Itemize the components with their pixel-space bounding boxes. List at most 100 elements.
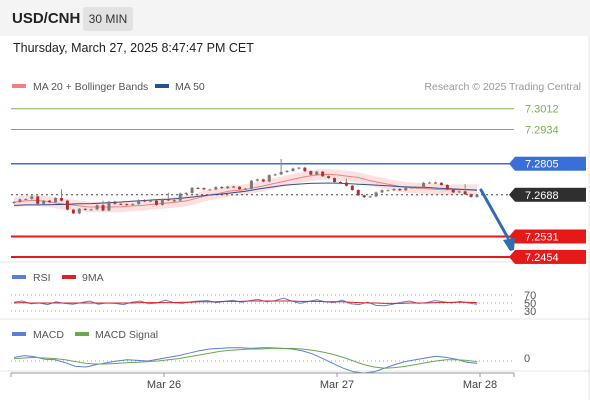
rsi-ma-legend-label: 9MA [82,272,104,284]
candle-body [255,179,259,181]
candle-body [475,194,479,197]
candle-body [24,199,28,201]
level-label-text: 7.2531 [525,231,559,243]
rsi-tick-label: 50 [524,298,536,310]
timestamp-label: Thursday, March 27, 2025 8:47:47 PM CET [13,41,254,55]
candle-body [469,194,473,197]
timeframe-button[interactable]: 30 MIN [83,7,133,31]
key-levels [11,108,514,258]
macd-legend-swatch [12,332,26,336]
candle-body [368,196,372,198]
candlestick-series [12,158,479,215]
level-labels: 7.3012 7.2934 7.2805 7.2688 7.2531 7.2454 [509,104,586,264]
x-axis-tick-label: Mar 28 [463,379,497,391]
candle-body [327,176,331,179]
macd-plot: 0 [11,347,530,374]
candle-body [77,208,81,214]
level-label-box [515,187,586,202]
candle-body [54,197,58,203]
macd-legend-label: MACD [33,329,64,341]
candle-body [160,199,164,205]
candle-body [350,185,354,191]
level-label-pointer [509,249,515,264]
arrow-head [503,238,515,251]
candle-body [279,171,283,175]
candle-body [416,187,420,189]
credit-text: Research © 2025 Trading Central [424,81,581,93]
level-label-text: 7.3012 [525,104,559,116]
candle-body [333,178,337,183]
candle-body [428,182,432,184]
macd-tick-label: 0 [524,353,530,365]
candle-body [374,192,378,197]
x-axis: Mar 26 Mar 27 Mar 28 [10,373,515,391]
candle-body [12,201,16,204]
header-bar: USD/CNH 30 MIN [0,0,590,36]
rsi-legend: RSI 9MA [12,272,104,284]
price-legend: MA 20 + Bollinger Bands MA 50 [12,81,205,93]
ma50-legend-label: MA 50 [175,81,205,93]
candle-body [344,182,348,186]
candle-body [249,180,253,189]
candle-body [48,200,52,203]
symbol-label: USD/CNH [12,10,81,27]
macd-line [13,347,478,374]
candle-body [261,179,265,182]
candle-body [267,175,271,182]
candle-body [297,167,301,169]
candle-body [154,200,158,205]
x-axis-tick-label: Mar 27 [320,379,354,391]
candle-body [220,187,224,189]
candle-body [89,209,93,211]
candle-body [226,186,230,189]
candle-body [439,182,443,185]
candle-body [244,188,247,190]
candle-body [119,203,123,205]
candle-body [285,170,289,172]
candle-body [273,174,277,176]
candle-body [184,192,188,194]
candle-body [238,186,242,190]
level-label-box [515,229,586,244]
candle-body [101,205,105,211]
candle-body [71,209,75,214]
arrow-shaft [479,188,510,240]
candle-body [451,189,455,193]
level-label-text: 7.2934 [525,124,559,136]
candle-body [410,187,414,189]
rsi-legend-swatch [12,275,26,279]
rsi-ma-line [13,300,478,304]
candle-body [149,200,153,202]
candle-body [196,187,200,189]
candle-body [422,182,426,188]
ma20-legend-label: MA 20 + Bollinger Bands [33,81,148,93]
level-label-text: 7.2454 [525,252,559,264]
candle-body [362,195,366,198]
ma20-legend-swatch [12,84,26,88]
candle-body [30,196,34,200]
macd-signal-legend-swatch [75,332,89,336]
candle-body [83,208,87,210]
candle-body [457,191,461,193]
level-label-pointer [509,156,515,171]
level-label-pointer [509,187,515,202]
candle-body [42,200,46,204]
macd-legend: MACD MACD Signal [12,329,158,341]
macd-signal-line [13,347,478,369]
rsi-ma-legend-swatch [62,275,76,279]
candle-body [36,196,40,204]
candle-body [386,190,390,192]
candle-body [463,191,467,195]
candle-body [309,171,313,175]
candle-body [392,188,396,191]
candle-body [178,193,182,201]
level-label-box [515,249,586,264]
candle-body [131,204,135,206]
rsi-tick-label: 70 [524,290,536,302]
rsi-legend-label: RSI [33,272,51,284]
candle-body [59,197,63,201]
candle-body [214,187,218,190]
candle-body [107,201,111,211]
